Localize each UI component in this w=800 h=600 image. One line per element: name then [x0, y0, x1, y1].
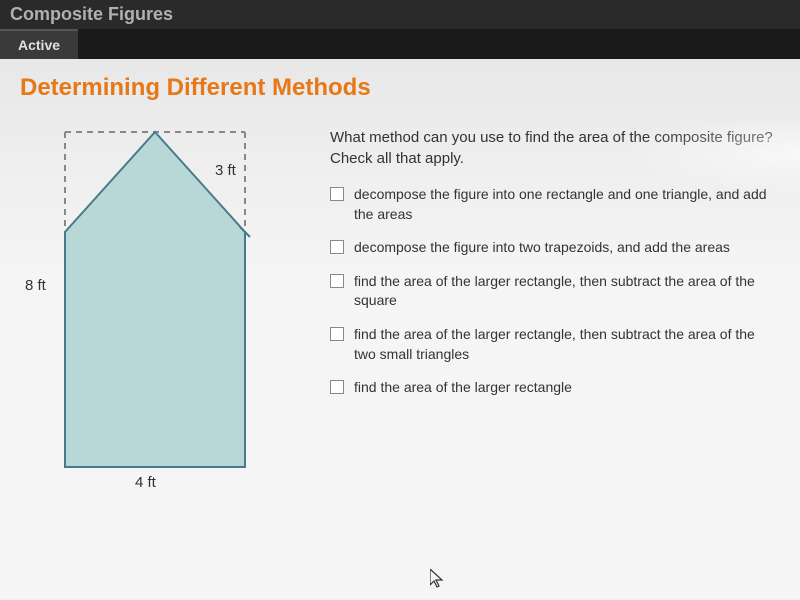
header-bar: Composite Figures — [0, 0, 800, 29]
pentagon-shape — [65, 132, 245, 467]
option-5: find the area of the larger rectangle — [330, 378, 780, 398]
tab-label: Active — [18, 37, 60, 53]
tab-bar: Active — [0, 29, 800, 59]
checkbox-2[interactable] — [330, 240, 344, 254]
checkbox-4[interactable] — [330, 327, 344, 341]
main-content: 8 ft 3 ft 4 ft What method can you use t… — [20, 122, 780, 502]
question-container: What method can you use to find the area… — [330, 122, 780, 502]
option-text-1: decompose the figure into one rectangle … — [354, 185, 780, 224]
question-prompt: What method can you use to find the area… — [330, 127, 780, 169]
tab-active[interactable]: Active — [0, 29, 78, 59]
checkbox-3[interactable] — [330, 274, 344, 288]
page-title: Determining Different Methods — [20, 74, 780, 102]
label-top: 3 ft — [215, 162, 236, 179]
option-text-3: find the area of the larger rectangle, t… — [354, 272, 780, 311]
option-2: decompose the figure into two trapezoids… — [330, 238, 780, 258]
option-4: find the area of the larger rectangle, t… — [330, 325, 780, 364]
composite-figure: 8 ft 3 ft 4 ft — [20, 122, 300, 502]
option-text-2: decompose the figure into two trapezoids… — [354, 238, 730, 258]
label-width: 4 ft — [135, 474, 156, 491]
header-title: Composite Figures — [10, 4, 173, 24]
figure-svg — [20, 122, 300, 502]
cursor-icon — [430, 569, 446, 594]
option-text-5: find the area of the larger rectangle — [354, 378, 572, 398]
option-1: decompose the figure into one rectangle … — [330, 185, 780, 224]
checkbox-1[interactable] — [330, 187, 344, 201]
checkbox-5[interactable] — [330, 380, 344, 394]
option-3: find the area of the larger rectangle, t… — [330, 272, 780, 311]
content-area: Determining Different Methods 8 ft 3 ft … — [0, 59, 800, 599]
label-height: 8 ft — [25, 277, 46, 294]
option-text-4: find the area of the larger rectangle, t… — [354, 325, 780, 364]
